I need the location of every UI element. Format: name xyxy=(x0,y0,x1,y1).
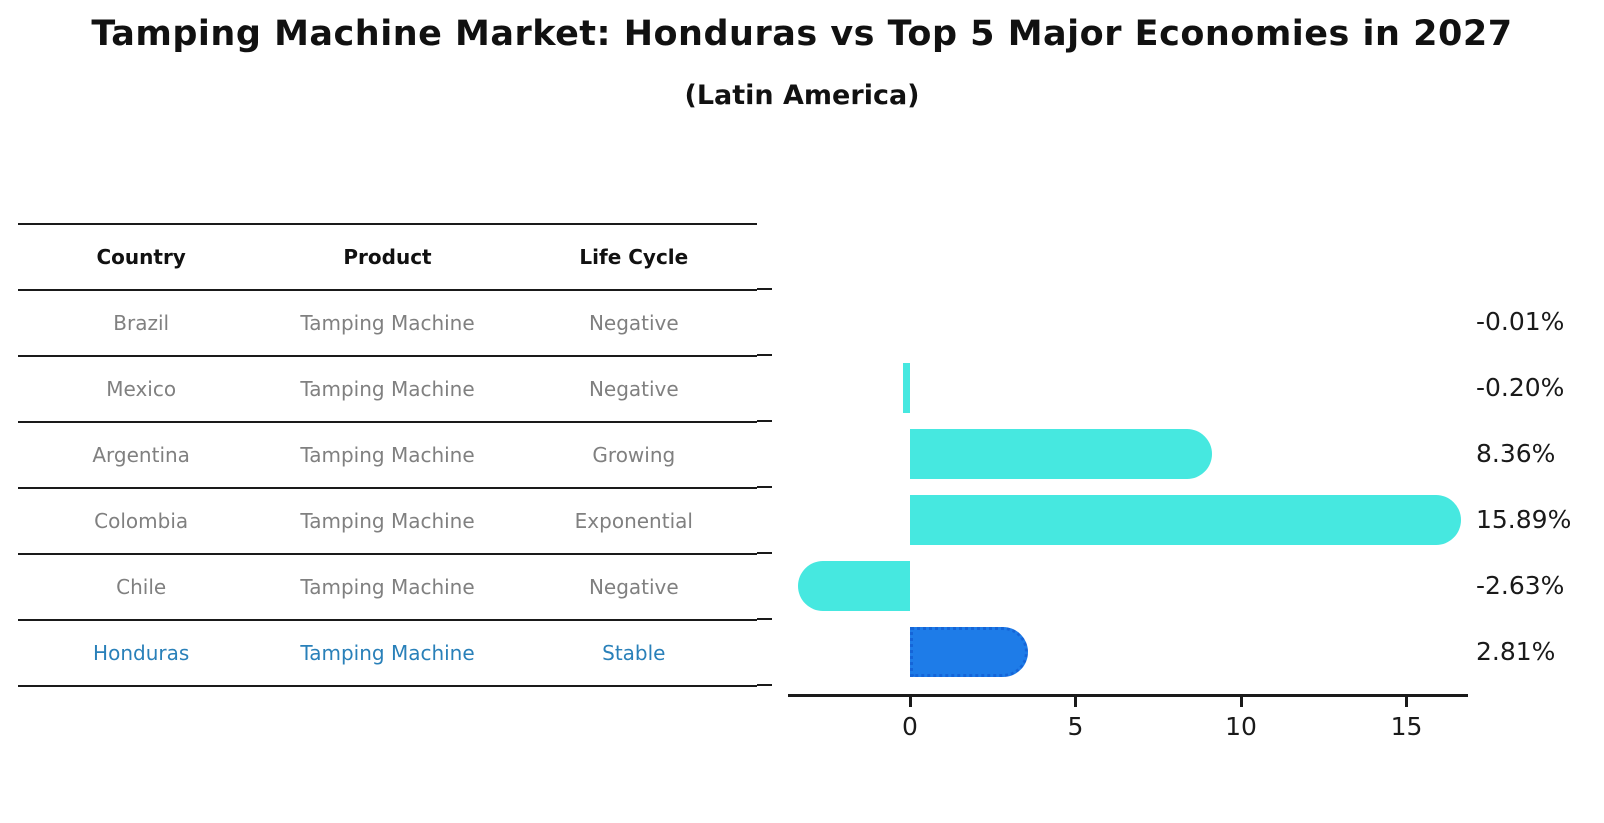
x-axis-tick xyxy=(1074,697,1077,707)
cell-country: Mexico xyxy=(106,377,177,401)
x-axis-tick xyxy=(908,697,912,707)
x-axis-tick-label: 0 xyxy=(902,712,918,741)
table-row: Chile Tamping Machine Negative xyxy=(18,553,757,619)
cell-country: Colombia xyxy=(94,509,189,533)
cell-country: Chile xyxy=(116,575,167,599)
cell-country: Honduras xyxy=(93,641,190,665)
page-subtitle: (Latin America) xyxy=(684,80,920,111)
row-tick xyxy=(757,684,772,686)
cell-product: Tamping Machine xyxy=(300,641,475,665)
row-tick xyxy=(757,618,772,620)
header-cell-product: Product xyxy=(343,245,432,269)
cell-product: Tamping Machine xyxy=(300,311,475,335)
table-row: Brazil Tamping Machine Negative xyxy=(18,289,757,355)
cell-life-cycle: Stable xyxy=(602,641,666,665)
value-label: -2.63% xyxy=(1476,571,1565,600)
page-title: Tamping Machine Market: Honduras vs Top … xyxy=(91,14,1513,54)
row-tick xyxy=(757,288,772,290)
bar-honduras xyxy=(910,627,1028,677)
x-axis-tick xyxy=(1239,697,1243,707)
value-label: 15.89% xyxy=(1476,505,1572,534)
cell-life-cycle: Growing xyxy=(592,443,676,467)
cell-life-cycle: Exponential xyxy=(574,509,693,533)
table-row: Mexico Tamping Machine Negative xyxy=(18,355,757,421)
cell-product: Tamping Machine xyxy=(300,443,475,467)
cell-country: Brazil xyxy=(113,311,170,335)
x-axis-tick-label: 15 xyxy=(1390,712,1423,741)
x-axis-tick-label: 5 xyxy=(1067,712,1084,741)
row-tick xyxy=(757,354,772,356)
row-tick xyxy=(757,420,772,422)
bar-chile xyxy=(797,561,910,611)
bar-colombia xyxy=(910,495,1461,545)
row-tick xyxy=(757,486,772,488)
market-table: Country Product Life Cycle Brazil Tamping Ma… xyxy=(18,223,757,687)
bar-mexico xyxy=(903,363,910,413)
x-axis-line xyxy=(788,694,1468,697)
cell-life-cycle: Negative xyxy=(588,575,679,599)
header-cell-life-cycle: Life Cycle xyxy=(579,245,689,269)
bar-argentina xyxy=(910,429,1212,479)
cell-product: Tamping Machine xyxy=(300,509,475,533)
value-label: -0.20% xyxy=(1476,373,1565,402)
value-label: -0.01% xyxy=(1476,307,1565,336)
cell-product: Tamping Machine xyxy=(300,377,475,401)
cell-product: Tamping Machine xyxy=(300,575,475,599)
table-row: Colombia Tamping Machine Exponential xyxy=(18,487,757,553)
x-axis-tick-label: 10 xyxy=(1225,712,1257,741)
cell-country: Argentina xyxy=(92,443,190,467)
cell-life-cycle: Negative xyxy=(588,377,679,401)
value-label: 2.81% xyxy=(1476,637,1556,666)
value-label: 8.36% xyxy=(1476,439,1556,468)
table-row: Honduras Tamping Machine Stable xyxy=(18,619,757,685)
table-header-row: Country Product Life Cycle xyxy=(18,223,757,289)
row-tick xyxy=(757,552,772,554)
table-row: Argentina Tamping Machine Growing xyxy=(18,421,757,487)
x-axis-tick xyxy=(1405,697,1408,707)
header-cell-country: Country xyxy=(96,245,186,269)
cell-life-cycle: Negative xyxy=(588,311,679,335)
